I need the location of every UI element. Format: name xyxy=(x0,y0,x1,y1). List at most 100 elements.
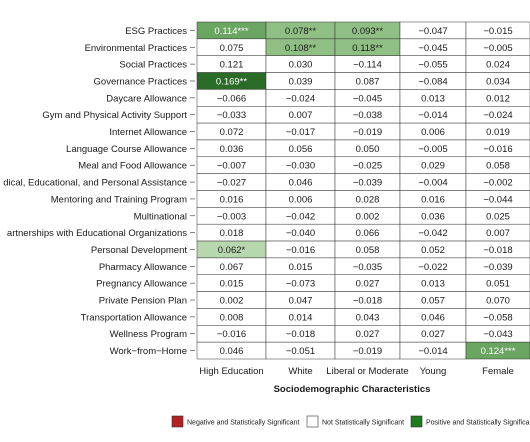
cell-value-label: −0.114 xyxy=(353,60,382,71)
row-label: Wellness Program xyxy=(110,329,188,340)
cell-value-label: 0.036 xyxy=(220,144,244,155)
cell-value-label: −0.022 xyxy=(418,262,447,273)
cell-value-label: −0.038 xyxy=(353,110,382,121)
cell-value-label: 0.036 xyxy=(421,211,445,222)
row-label: Social Practices xyxy=(119,60,187,71)
cell-value-label: −0.066 xyxy=(217,93,246,104)
cell-value-label: 0.012 xyxy=(486,93,510,104)
cell-value-label: 0.075 xyxy=(220,43,244,54)
cell-value-label: 0.008 xyxy=(220,312,244,323)
column-labels: High Education White Liberal or Moderate Yo… xyxy=(199,366,514,377)
legend-swatch xyxy=(410,415,423,428)
cell-value-label: −0.018 xyxy=(286,329,315,340)
column-label: High Education xyxy=(199,366,263,377)
cell-value-label: 0.028 xyxy=(356,194,380,205)
cell-value-label: 0.013 xyxy=(421,279,445,290)
cell-value-label: 0.018 xyxy=(220,228,244,239)
cell-value-label: 0.013 xyxy=(421,93,445,104)
cell-value-label: 0.027 xyxy=(356,329,380,340)
cell-value-label: −0.016 xyxy=(286,245,315,256)
cell-value-label: 0.118** xyxy=(352,43,383,54)
cell-value-label: 0.047 xyxy=(289,296,313,307)
row-label: Environmental Practices xyxy=(85,43,188,54)
column-label: Female xyxy=(482,366,514,377)
cell-value-label: −0.016 xyxy=(483,144,512,155)
row-label: Multinational xyxy=(134,211,187,222)
cell-value-label: −0.014 xyxy=(418,346,447,357)
row-label: Private Pension Plan xyxy=(99,296,187,307)
cell-value-label: 0.039 xyxy=(289,76,313,87)
cell-value-label: −0.040 xyxy=(286,228,315,239)
cell-value-label: 0.014 xyxy=(289,312,313,323)
row-label: dical, Educational, and Personal Assista… xyxy=(3,178,187,189)
cell-value-label: 0.051 xyxy=(486,279,510,290)
legend-label: Negative and Statistically Significant xyxy=(187,420,300,427)
cell-value-label: −0.030 xyxy=(286,161,315,172)
cell-value-label: −0.045 xyxy=(353,93,382,104)
cell-value-label: −0.047 xyxy=(418,26,447,37)
cell-value-label: −0.039 xyxy=(483,262,512,273)
cell-value-label: 0.034 xyxy=(486,76,510,87)
row-label: Daycare Allowance xyxy=(106,93,187,104)
cell-value-label: 0.024 xyxy=(486,60,510,71)
cell-value-label: 0.027 xyxy=(356,279,380,290)
cell-value-label: −0.003 xyxy=(217,211,246,222)
cell-value-label: 0.029 xyxy=(421,161,445,172)
row-label: Language Course Allowance xyxy=(66,144,187,155)
cell-value-label: −0.007 xyxy=(217,161,246,172)
cell-value-label: 0.114*** xyxy=(214,26,248,37)
cell-value-label: 0.108** xyxy=(285,43,316,54)
cell-value-label: 0.062* xyxy=(218,245,246,256)
cell-value-label: 0.006 xyxy=(421,127,445,138)
cell-value-label: 0.046 xyxy=(220,346,244,357)
cell-value-label: −0.005 xyxy=(418,144,447,155)
row-label: Transportation Allowance xyxy=(81,312,187,323)
heatmap-cells: 0.114*** 0.078** 0.093** −0.047 −0.015 0.075 0… xyxy=(196,21,530,360)
row-labels: ESG Practices Environmental Practices Soci… xyxy=(3,26,195,357)
cell-value-label: 0.025 xyxy=(486,211,510,222)
cell-value-label: −0.045 xyxy=(418,43,447,54)
cell-value-label: −0.018 xyxy=(483,245,512,256)
cell-value-label: 0.002 xyxy=(356,211,380,222)
cell-value-label: 0.072 xyxy=(220,127,244,138)
cell-value-label: 0.169** xyxy=(216,76,247,87)
cell-value-label: −0.084 xyxy=(418,76,447,87)
column-label: Liberal or Moderate xyxy=(326,366,408,377)
cell-value-label: 0.121 xyxy=(220,60,244,71)
cell-value-label: 0.124*** xyxy=(481,346,516,357)
legend-swatch xyxy=(171,415,184,428)
cell-value-label: 0.002 xyxy=(220,296,244,307)
cell-value-label: −0.002 xyxy=(483,178,512,189)
cell-value-label: 0.070 xyxy=(486,296,510,307)
cell-value-label: −0.015 xyxy=(483,26,512,37)
row-label: Mentoring and Training Program xyxy=(51,194,187,205)
row-label: Meal and Food Allowance xyxy=(78,161,187,172)
cell-value-label: 0.058 xyxy=(356,245,380,256)
column-label: White xyxy=(288,366,312,377)
cell-value-label: −0.024 xyxy=(483,110,512,121)
cell-value-label: −0.027 xyxy=(217,178,246,189)
row-label: Pregnancy Allowance xyxy=(96,279,187,290)
legend: Negative and Statistically Significant No… xyxy=(171,415,530,428)
legend-label: Positive and Statistically Significant xyxy=(426,420,530,427)
cell-value-label: 0.093** xyxy=(352,26,383,37)
cell-value-label: −0.024 xyxy=(286,93,315,104)
cell-value-label: 0.015 xyxy=(220,279,244,290)
cell-value-label: 0.046 xyxy=(421,312,445,323)
cell-value-label: 0.015 xyxy=(289,262,313,273)
cell-value-label: 0.016 xyxy=(421,194,445,205)
cell-value-label: −0.019 xyxy=(353,346,382,357)
cell-value-label: 0.007 xyxy=(289,110,313,121)
row-label: Governance Practices xyxy=(94,76,188,87)
heatmap-cell xyxy=(465,341,530,360)
cell-value-label: 0.030 xyxy=(289,60,313,71)
row-label: artnerships with Educational Organizatio… xyxy=(7,228,187,239)
cell-value-label: −0.018 xyxy=(353,296,382,307)
row-label: Work−from−Home xyxy=(110,346,187,357)
cell-value-label: 0.043 xyxy=(356,312,380,323)
cell-value-label: −0.042 xyxy=(418,228,447,239)
cell-value-label: −0.017 xyxy=(286,127,315,138)
cell-value-label: 0.007 xyxy=(486,228,510,239)
cell-value-label: 0.078** xyxy=(285,26,316,37)
